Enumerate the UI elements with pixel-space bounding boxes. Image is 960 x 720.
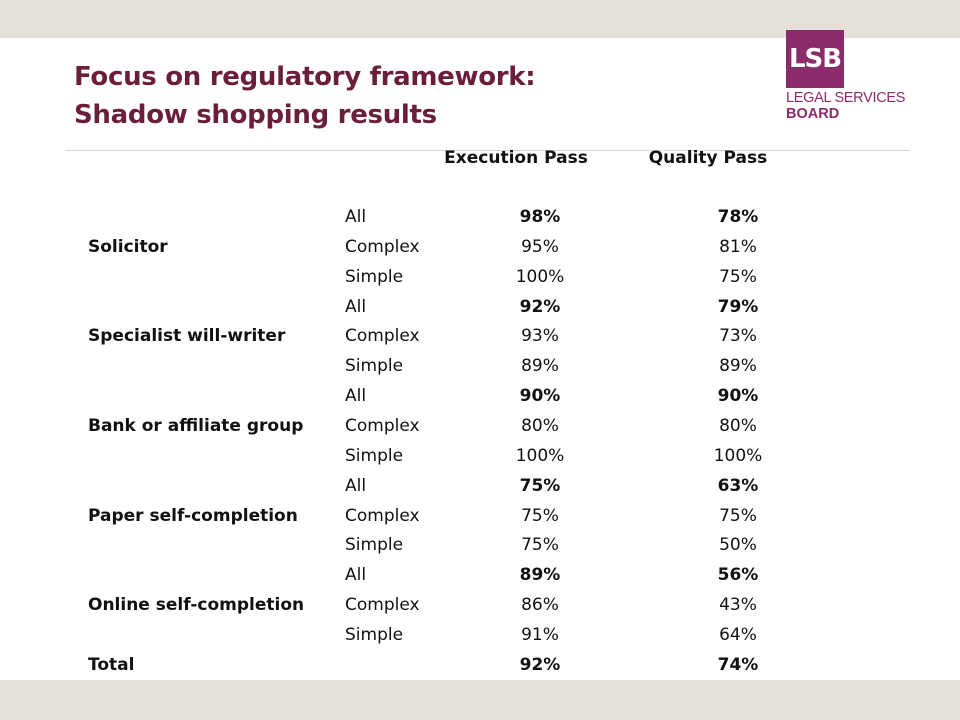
quality-pass-cell: 79% bbox=[717, 296, 759, 317]
quality-pass-cell: 64% bbox=[719, 624, 757, 645]
total-execution-cell: 92% bbox=[519, 654, 561, 675]
quality-pass-cell: 100% bbox=[713, 445, 763, 466]
logo-line-2: BOARD bbox=[786, 106, 840, 122]
row-type: Complex bbox=[345, 326, 420, 347]
logo-mark: LSB bbox=[786, 30, 844, 88]
quality-pass-cell: 63% bbox=[717, 475, 759, 496]
row-type: All bbox=[345, 475, 367, 496]
quality-pass-cell: 73% bbox=[719, 326, 757, 347]
table-row: Complex 80% 80% bbox=[0, 411, 960, 441]
quality-pass-cell: 81% bbox=[719, 236, 757, 257]
group-label: Specialist will-writer bbox=[88, 326, 286, 347]
row-type: All bbox=[345, 207, 367, 227]
execution-pass-cell: 98% bbox=[519, 207, 561, 227]
group-label: Paper self-completion bbox=[88, 505, 298, 526]
table-row: Complex 86% 43% bbox=[0, 590, 960, 620]
execution-pass-cell: 100% bbox=[515, 266, 565, 287]
total-row: Total 92% 74% bbox=[0, 650, 960, 680]
execution-pass-cell: 86% bbox=[521, 595, 559, 616]
quality-pass-cell: 80% bbox=[719, 415, 757, 436]
execution-pass-cell: 100% bbox=[515, 445, 565, 466]
execution-pass-cell: 91% bbox=[521, 624, 559, 645]
row-type: Simple bbox=[345, 624, 404, 645]
table-row: Simple 89% 89% bbox=[0, 351, 960, 381]
total-label: Total bbox=[88, 654, 135, 675]
row-type: Simple bbox=[345, 356, 404, 377]
execution-pass-cell: 95% bbox=[521, 236, 559, 257]
execution-pass-cell: 80% bbox=[521, 415, 559, 436]
execution-pass-cell: 89% bbox=[519, 565, 561, 586]
slide-title: Focus on regulatory framework: Shadow sh… bbox=[74, 58, 536, 134]
title-line-1: Focus on regulatory framework: bbox=[74, 62, 536, 92]
table-row: All 90% 90% bbox=[0, 381, 960, 411]
total-quality-cell: 74% bbox=[717, 654, 759, 675]
row-type: Complex bbox=[345, 505, 420, 526]
bottom-band bbox=[0, 680, 960, 720]
row-type: All bbox=[345, 296, 367, 317]
table-row: All 75% 63% bbox=[0, 471, 960, 501]
execution-pass-cell: 93% bbox=[521, 326, 559, 347]
row-type: All bbox=[345, 565, 367, 586]
table-row: Complex 75% 75% bbox=[0, 501, 960, 531]
execution-pass-cell: 92% bbox=[519, 296, 561, 317]
header-quality-pass: Quality Pass bbox=[648, 148, 768, 168]
row-type: All bbox=[345, 386, 367, 407]
execution-pass-cell: 90% bbox=[519, 386, 561, 407]
title-line-2: Shadow shopping results bbox=[74, 100, 437, 130]
quality-pass-cell: 50% bbox=[719, 535, 757, 556]
table-row: Simple 100% 75% bbox=[0, 262, 960, 292]
row-type: Simple bbox=[345, 535, 404, 556]
quality-pass-cell: 43% bbox=[719, 595, 757, 616]
table-row: Complex 95% 81% bbox=[0, 232, 960, 262]
title-divider bbox=[65, 150, 910, 151]
group-label: Online self-completion bbox=[88, 595, 305, 616]
execution-pass-cell: 75% bbox=[521, 505, 559, 526]
quality-pass-cell: 89% bbox=[719, 356, 757, 377]
table-row: All 98% 78% bbox=[0, 202, 960, 232]
table-row: Simple 100% 100% bbox=[0, 441, 960, 471]
quality-pass-cell: 78% bbox=[717, 207, 759, 227]
row-type: Simple bbox=[345, 266, 404, 287]
row-type: Simple bbox=[345, 445, 404, 466]
lsb-logo: LSB LEGAL SERVICES BOARD bbox=[786, 30, 916, 122]
header-execution-pass: Execution Pass bbox=[444, 148, 588, 168]
table-row: Simple 91% 64% bbox=[0, 620, 960, 650]
table-row: All 89% 56% bbox=[0, 560, 960, 590]
table-row: Simple 75% 50% bbox=[0, 530, 960, 560]
quality-pass-cell: 56% bbox=[717, 565, 759, 586]
execution-pass-cell: 75% bbox=[519, 475, 561, 496]
group-label: Bank or affiliate group bbox=[88, 415, 304, 436]
row-type: Complex bbox=[345, 595, 420, 616]
execution-pass-cell: 75% bbox=[521, 535, 559, 556]
table-row: All 92% 79% bbox=[0, 292, 960, 322]
group-label: Solicitor bbox=[88, 236, 168, 257]
logo-line-1: LEGAL SERVICES bbox=[786, 90, 906, 106]
quality-pass-cell: 75% bbox=[719, 505, 757, 526]
execution-pass-cell: 89% bbox=[521, 356, 559, 377]
table-row: Complex 93% 73% bbox=[0, 321, 960, 351]
row-type: Complex bbox=[345, 236, 420, 257]
quality-pass-cell: 90% bbox=[717, 386, 759, 407]
quality-pass-cell: 75% bbox=[719, 266, 757, 287]
slide bbox=[0, 38, 960, 680]
row-type: Complex bbox=[345, 415, 420, 436]
